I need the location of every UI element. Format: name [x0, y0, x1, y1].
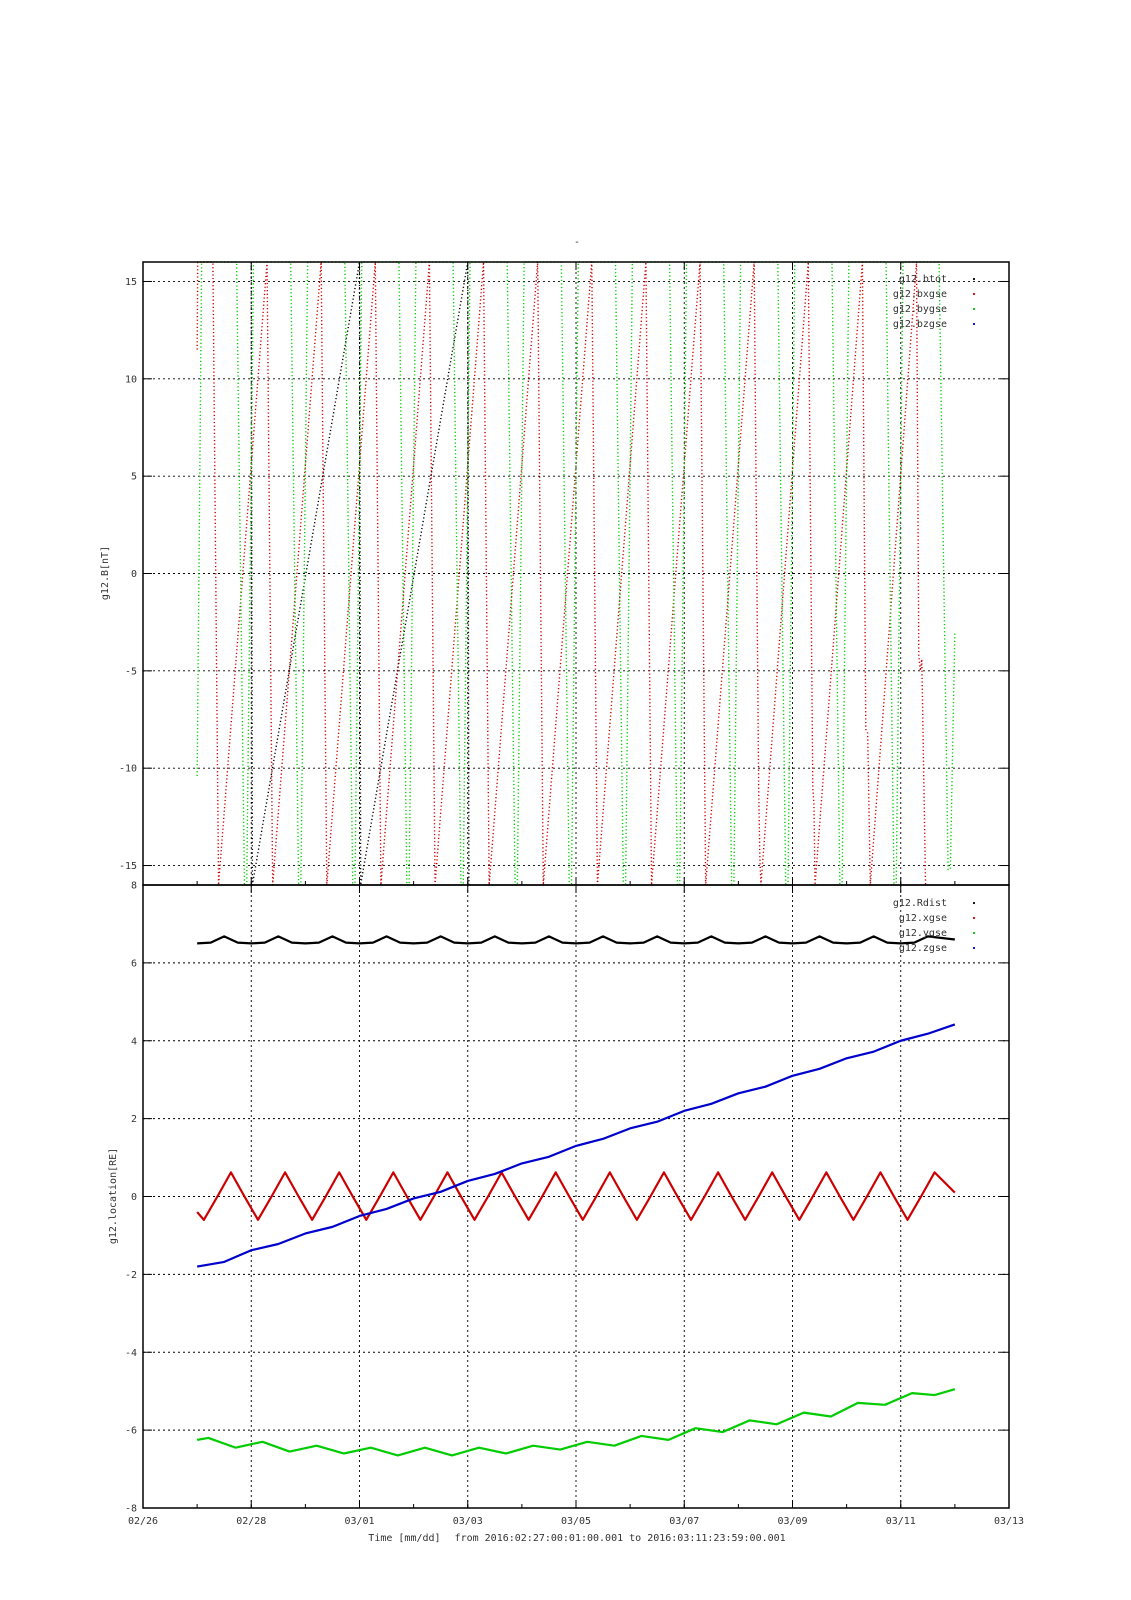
x-tick-label: 03/11 — [886, 1516, 916, 1527]
legend-marker — [972, 931, 976, 935]
y-tick-label: -2 — [125, 1270, 137, 1281]
y-tick-label: 0 — [131, 1192, 137, 1203]
legend-marker — [972, 277, 976, 281]
location-ytick-labels: -8 -6 -4 -2 0 2 4 6 8 — [125, 881, 137, 1515]
time-range-text: from 2016:02:27:00:01:00.001 to 2016:03:… — [455, 1533, 786, 1544]
magnetic-field-ytick-labels: -15 -10 -5 0 5 10 15 — [119, 277, 137, 872]
location-ticks — [142, 884, 1010, 1509]
y-tick-label: 4 — [131, 1036, 137, 1047]
x-tick-label: 03/07 — [669, 1516, 699, 1527]
y-tick-label: 8 — [131, 881, 137, 892]
legend-label: g12.bxgse — [893, 289, 947, 300]
y-tick-label: 5 — [131, 472, 137, 483]
y-tick-label: -10 — [119, 764, 137, 775]
location-grid — [143, 885, 1009, 1508]
series-g12-xgse — [196, 1171, 956, 1221]
magnetic-field-grid — [143, 262, 1009, 885]
y-tick-label: 10 — [125, 374, 137, 385]
series-g12-ygse — [196, 1388, 956, 1457]
magnetic-field-ticks — [142, 262, 1010, 885]
magnetic-field-ylabel: g12.B[nT] — [100, 546, 111, 600]
y-tick-label: 6 — [131, 958, 137, 969]
legend-marker — [972, 901, 976, 905]
y-tick-label: -6 — [125, 1426, 137, 1437]
series-g12-zgse — [196, 1023, 956, 1268]
x-tick-label: 03/09 — [777, 1516, 807, 1527]
legend-marker — [972, 322, 976, 326]
x-tick-label: 03/13 — [994, 1516, 1024, 1527]
x-tick-label: 03/05 — [561, 1516, 591, 1527]
location-series — [196, 935, 956, 1457]
legend-marker — [972, 946, 976, 950]
magnetic-field-panel: -15 -10 -5 0 5 10 15 g12.B[nT] g12.btot g12.bxg… — [100, 261, 1010, 886]
x-tick-label: 03/03 — [453, 1516, 483, 1527]
magnetic-field-legend: g12.btot g12.bxgse g12.bygse g12.bzgse — [893, 274, 976, 330]
legend-label: g12.bygse — [893, 304, 947, 315]
x-tick-label: 02/26 — [128, 1516, 158, 1527]
y-tick-label: -4 — [125, 1348, 137, 1359]
y-tick-label: -15 — [119, 861, 137, 872]
legend-label: g12.ygse — [899, 928, 947, 939]
top-title: - — [574, 237, 580, 248]
series-g12-Rdist — [197, 935, 955, 945]
x-tick-label: 02/28 — [236, 1516, 266, 1527]
legend-marker — [972, 916, 976, 920]
location-panel: -8 -6 -4 -2 0 2 4 6 8 g12.location[RE] g12.Rdist… — [108, 881, 1010, 1515]
magnetic-field-series — [196, 261, 956, 886]
y-tick-label: -8 — [125, 1504, 137, 1515]
y-tick-label: 0 — [131, 569, 137, 580]
legend-label: g12.Rdist — [893, 898, 947, 909]
legend-label: g12.bzgse — [893, 319, 947, 330]
y-tick-label: 15 — [125, 277, 137, 288]
series-g12-bxgse — [196, 261, 927, 886]
series-g12-btot — [250, 261, 470, 886]
legend-label: g12.xgse — [899, 913, 947, 924]
x-tick-labels: 02/26 02/28 03/01 03/03 03/05 03/07 03/09 03/11… — [128, 1516, 1024, 1527]
legend-marker — [972, 307, 976, 311]
location-legend: g12.Rdist g12.xgse g12.ygse g12.zgse — [893, 898, 976, 954]
y-tick-label: -5 — [125, 666, 137, 677]
series-g12-bygse — [196, 261, 956, 886]
x-axis-title: Time [mm/dd] from 2016:02:27:00:01:00.001… — [368, 1533, 785, 1544]
y-tick-label: 2 — [131, 1114, 137, 1125]
legend-marker — [972, 292, 976, 296]
x-axis-label: Time [mm/dd] — [368, 1533, 440, 1544]
legend-label: g12.zgse — [899, 943, 947, 954]
location-ylabel: g12.location[RE] — [108, 1148, 119, 1244]
legend-label: g12.btot — [899, 274, 947, 285]
x-tick-label: 03/01 — [344, 1516, 374, 1527]
